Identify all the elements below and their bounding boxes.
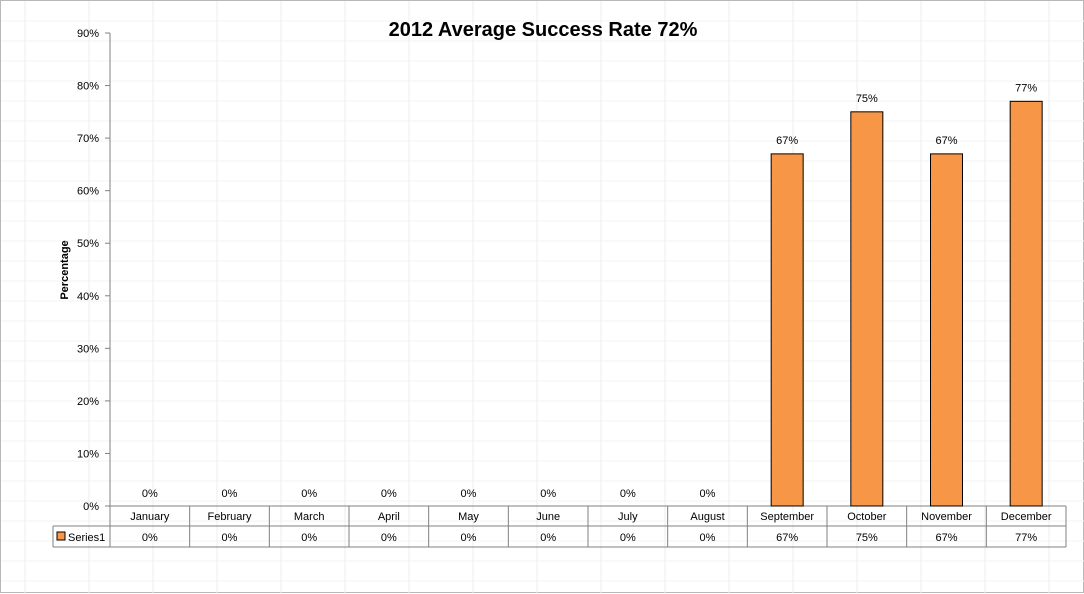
bar	[850, 111, 884, 507]
data-table-value: 75%	[856, 532, 878, 544]
category-label: March	[294, 511, 325, 523]
data-label: 0%	[461, 488, 477, 500]
category-label: February	[207, 511, 252, 523]
y-tick-label: 70%	[77, 133, 99, 145]
data-table-value: 0%	[461, 532, 477, 544]
data-table-value: 0%	[700, 532, 716, 544]
data-label: 75%	[856, 93, 878, 105]
data-table-value: 0%	[142, 532, 158, 544]
data-table-value: 67%	[776, 532, 798, 544]
category-label: December	[1001, 511, 1052, 523]
chart-title: 2012 Average Success Rate 72%	[389, 19, 698, 41]
category-label: August	[690, 511, 724, 523]
data-label: 0%	[222, 488, 238, 500]
data-label: 0%	[142, 488, 158, 500]
y-tick-label: 10%	[77, 448, 99, 460]
data-label: 67%	[935, 135, 957, 147]
y-tick-label: 50%	[77, 238, 99, 250]
category-label: April	[378, 511, 400, 523]
data-label: 0%	[381, 488, 397, 500]
category-label: November	[921, 511, 972, 523]
legend-series-name: Series1	[68, 532, 105, 544]
y-tick-label: 20%	[77, 396, 99, 408]
category-label: January	[130, 511, 170, 523]
data-table-value: 0%	[222, 532, 238, 544]
legend-key	[56, 531, 66, 541]
bar	[930, 153, 963, 507]
data-label: 67%	[776, 135, 798, 147]
category-label: July	[618, 511, 638, 523]
y-tick-label: 40%	[77, 291, 99, 303]
data-label: 77%	[1015, 82, 1037, 94]
data-table-value: 77%	[1015, 532, 1037, 544]
category-label: May	[458, 511, 479, 523]
data-table-value: 0%	[620, 532, 636, 544]
data-label: 0%	[700, 488, 716, 500]
y-tick-label: 80%	[77, 81, 99, 93]
data-label: 0%	[301, 488, 317, 500]
data-table-value: 67%	[935, 532, 957, 544]
bar	[770, 153, 804, 507]
y-tick-label: 60%	[77, 186, 99, 198]
plot-area: 0% 10% 20% 30% 40% 50% 60% 70% 80% 90% 0% January 0%…	[52, 28, 1067, 548]
data-table-value: 0%	[540, 532, 556, 544]
data-table-value: 0%	[381, 532, 397, 544]
data-label: 0%	[620, 488, 636, 500]
category-label: October	[847, 511, 886, 523]
y-tick-label: 90%	[77, 28, 99, 40]
bar	[1009, 100, 1043, 507]
y-tick-label: 30%	[77, 343, 99, 355]
data-table-value: 0%	[301, 532, 317, 544]
y-axis-label: Percentage	[59, 240, 71, 299]
data-label: 0%	[540, 488, 556, 500]
category-label: June	[536, 511, 560, 523]
y-tick-label: 0%	[83, 501, 99, 513]
category-label: September	[760, 511, 814, 523]
